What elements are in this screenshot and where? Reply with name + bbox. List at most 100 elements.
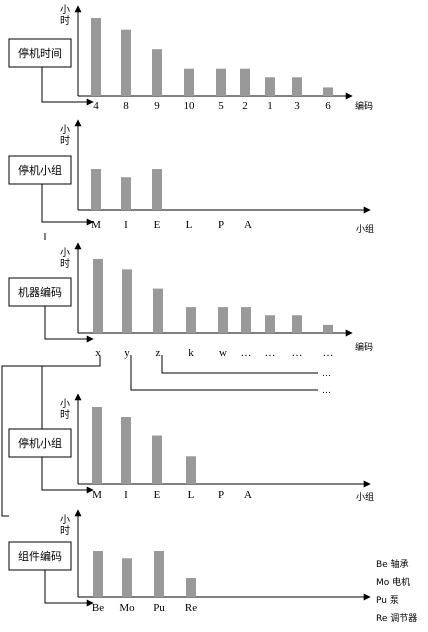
tick-label-machine-code-3: k xyxy=(188,347,194,359)
tick-label-machine-code-5: … xyxy=(241,347,252,359)
bar-downtime-group-2-0 xyxy=(92,407,102,484)
tick-label-machine-code-2: z xyxy=(156,347,161,359)
y-label-3-b: 时 xyxy=(60,258,70,270)
tick-label-downtime-group-1-4: P xyxy=(218,219,224,231)
legend-item-be: Be 轴承 xyxy=(376,558,409,570)
box-machine-code xyxy=(8,277,72,307)
tick-label-downtime-group-1-2: E xyxy=(154,219,161,231)
y-label-5-b: 时 xyxy=(60,525,70,537)
bar-downtime-group-2-1 xyxy=(121,417,131,484)
tick-label-downtime-group-1-1: I xyxy=(124,219,128,231)
y-label-5-a: 小 xyxy=(60,514,70,526)
bar-machine-code-8 xyxy=(323,324,333,333)
tick-label-component-code-3: Re xyxy=(185,602,197,614)
bars-downtime-group-1 xyxy=(91,169,162,210)
bar-component-code-0 xyxy=(93,551,103,597)
box-downtime-group-1 xyxy=(8,155,72,185)
legend-item-re: Re 调节器 xyxy=(376,613,417,624)
bar-machine-code-3 xyxy=(186,307,196,333)
box-component-code xyxy=(8,541,72,571)
bar-component-code-2 xyxy=(154,551,164,597)
panel-component-code: 小 时 Be Mo Pu Re 组件编码 xyxy=(8,509,371,614)
tick-label-downtime-1: 8 xyxy=(123,100,129,112)
bar-downtime-5 xyxy=(240,68,250,96)
box-label-downtime-group-2: 停机小组 xyxy=(18,436,62,450)
bar-downtime-group-2-3 xyxy=(186,456,196,484)
tick-label-downtime-3: 10 xyxy=(184,100,196,112)
y-label-1-b: 时 xyxy=(60,15,70,27)
bars-component-code xyxy=(93,551,196,597)
tick-label-machine-code-8: … xyxy=(323,347,334,359)
bar-component-code-3 xyxy=(186,578,196,597)
tick-label-component-code-1: Mo xyxy=(119,602,135,614)
ticks-component-code: Be Mo Pu Re xyxy=(92,602,197,614)
bar-downtime-6 xyxy=(265,77,275,96)
tick-label-machine-code-0: x xyxy=(95,347,101,359)
ellipsis-row-2: … xyxy=(322,386,331,396)
tick-label-downtime-4: 5 xyxy=(218,100,224,112)
bar-downtime-0 xyxy=(91,18,101,96)
tick-label-downtime-group-2-0: M xyxy=(92,489,102,501)
ticks-machine-code: x y z k w………… xyxy=(95,347,333,359)
y-label-4-b: 时 xyxy=(60,409,70,421)
bar-downtime-3 xyxy=(184,68,194,96)
tick-label-downtime-group-2-3: L xyxy=(188,489,195,501)
tick-label-downtime-group-2-5: A xyxy=(244,489,252,501)
branch-y xyxy=(130,355,318,391)
connector-2 xyxy=(41,184,94,226)
box-label-machine-code: 机器编码 xyxy=(18,285,62,299)
tick-label-downtime-group-1-3: L xyxy=(186,219,193,231)
tick-label-machine-code-6: … xyxy=(265,347,276,359)
bars-downtime xyxy=(91,18,333,97)
ticks-downtime: 4 8 9 10 5 2 1 3 6 xyxy=(93,100,331,112)
bar-downtime-1 xyxy=(121,29,131,97)
bar-downtime-2 xyxy=(152,49,162,96)
y-label-2-b: 时 xyxy=(60,135,70,147)
bar-downtime-group-1-1 xyxy=(121,177,131,210)
tick-label-downtime-5: 2 xyxy=(242,100,248,112)
bars-machine-code xyxy=(93,259,333,333)
legend-item-mo: Mo 电机 xyxy=(376,576,410,588)
box-label-downtime: 停机时间 xyxy=(18,46,62,60)
box-downtime xyxy=(8,38,72,68)
box-label-downtime-group-1: 停机小组 xyxy=(18,163,62,177)
panel-downtime-group-2: 小 时 小组 M I E L P A 停机小组 xyxy=(8,393,374,503)
tick-label-machine-code-7: … xyxy=(292,347,303,359)
branch-z xyxy=(161,355,318,374)
bar-downtime-8 xyxy=(323,87,333,96)
bars-downtime-group-2 xyxy=(92,407,196,484)
legend-item-pu: Pu 泵 xyxy=(376,595,399,606)
tick-label-downtime-7: 3 xyxy=(294,100,300,112)
bar-machine-code-2 xyxy=(153,288,163,333)
tick-label-downtime-group-1-5: A xyxy=(244,219,252,231)
connector-4 xyxy=(41,457,94,494)
y-label-3-a: 小 xyxy=(60,247,70,259)
box-downtime-group-2 xyxy=(8,428,72,458)
x-label-2: 小组 xyxy=(356,223,374,235)
panel-downtime-group-1: 小 时 小组 M I E L P A 停机小组 xyxy=(8,119,374,235)
x-label-3: 编码 xyxy=(355,341,373,353)
bar-downtime-4 xyxy=(216,68,226,96)
tick-label-downtime-group-2-2: E xyxy=(154,489,161,501)
bar-downtime-group-1-0 xyxy=(91,169,101,210)
connector-3 xyxy=(44,306,94,343)
tick-label-downtime-8: 6 xyxy=(325,100,331,112)
x-label-1: 编码 xyxy=(355,100,373,112)
tick-label-downtime-6: 1 xyxy=(267,100,273,112)
tick-label-component-code-2: Pu xyxy=(153,602,165,614)
bar-machine-code-7 xyxy=(292,315,302,333)
panel-downtime: 小 时 编码 4 8 9 10 5 2 1 3 6 停机时间 xyxy=(8,4,373,112)
bar-downtime-group-2-2 xyxy=(152,435,162,484)
tick-label-downtime-group-2-4: P xyxy=(218,489,224,501)
tick-label-downtime-2: 9 xyxy=(154,100,160,112)
panel-machine-code: 小 时 编码 x y z k w … … … … 机器编码 xyxy=(8,233,373,359)
bar-machine-code-0 xyxy=(93,259,103,333)
bar-machine-code-5 xyxy=(241,307,251,333)
tick-label-component-code-0: Be xyxy=(92,602,104,614)
y-label-4-a: 小 xyxy=(60,398,70,410)
box-label-component-code: 组件编码 xyxy=(18,549,62,563)
legend: Be 轴承 Mo 电机 Pu 泵 Re 调节器 xyxy=(376,558,417,624)
